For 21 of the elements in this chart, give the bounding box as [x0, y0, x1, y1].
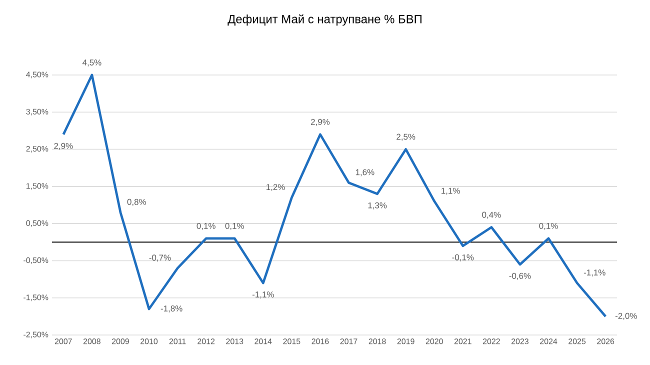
data-label: -0,1% [452, 254, 474, 262]
data-label: 0,1% [539, 222, 558, 230]
data-label: 1,1% [442, 188, 460, 195]
data-label: 2,5% [396, 134, 416, 141]
data-label: -1,1% [252, 292, 274, 298]
data-label: 0,1% [196, 222, 216, 230]
data-label: -1,8% [160, 306, 182, 312]
data-label: 0,4% [482, 212, 501, 219]
data-label: 2,9% [311, 118, 330, 126]
data-label: 1,3% [368, 202, 387, 210]
data-label: -0,7% [149, 254, 171, 262]
data-label: 4,5% [82, 60, 102, 66]
data-label: 1,6% [356, 169, 374, 176]
data-label: -0,6% [509, 272, 531, 280]
data-label: 0,1% [225, 222, 244, 230]
data-label: -1,1% [584, 270, 606, 276]
data-label: 0,8% [127, 198, 146, 206]
chart-title: Дефицит Май с натрупване % БВП [228, 14, 422, 26]
data-label: 2,9% [54, 142, 73, 150]
data-label: -2,0% [615, 312, 637, 320]
data-label: 1,2% [266, 184, 285, 192]
